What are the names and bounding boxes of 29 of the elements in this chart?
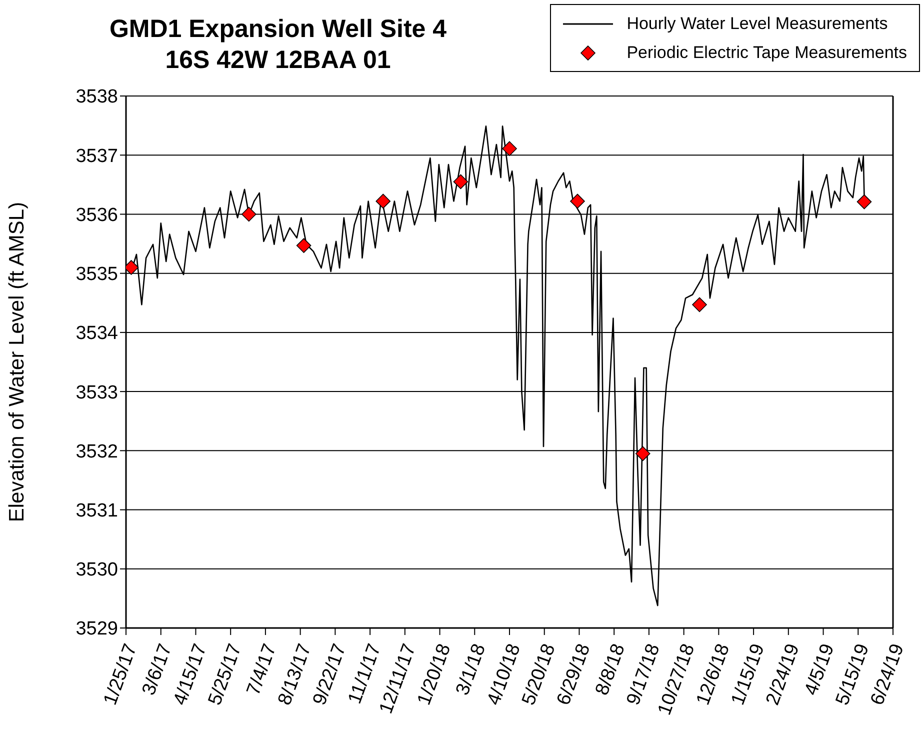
x-tick-label: 1/20/18 — [414, 641, 456, 708]
legend-label: Periodic Electric Tape Measurements — [626, 42, 907, 64]
y-tick-label: 3530 — [76, 560, 118, 581]
y-tick-label: 3533 — [76, 382, 118, 404]
y-tick-label: 3532 — [76, 441, 118, 462]
point — [453, 174, 468, 190]
point — [635, 446, 650, 462]
point — [692, 297, 707, 312]
point — [502, 141, 517, 156]
chart-title: GMD1 Expansion Well Site 4 16S 42W 12BAA 01 — [108, 14, 448, 76]
point — [856, 194, 872, 210]
point — [241, 206, 256, 222]
y-tick-label: 3529 — [76, 618, 118, 640]
point — [296, 238, 312, 253]
y-tick-label: 3531 — [76, 500, 118, 522]
y-tick-label: 3538 — [76, 86, 118, 108]
y-tick-label: 3534 — [76, 323, 118, 344]
y-tick-label: 3536 — [76, 204, 118, 226]
x-tick-label: 2/24/19 — [762, 641, 804, 708]
x-tick-label: 5/25/17 — [204, 641, 246, 708]
x-tick-label: 6/24/19 — [866, 641, 908, 708]
x-tick-label: 1/25/17 — [100, 641, 142, 708]
point — [376, 194, 391, 209]
x-tick-label: 6/29/18 — [553, 641, 595, 708]
y-axis-title: Elevation of Water Level (ft AMSL) — [5, 202, 28, 522]
y-tick-label: 3537 — [76, 146, 118, 167]
point — [570, 194, 585, 209]
legend-label: Hourly Water Level Measurements — [626, 13, 888, 35]
y-tick-label: 3535 — [76, 264, 118, 286]
